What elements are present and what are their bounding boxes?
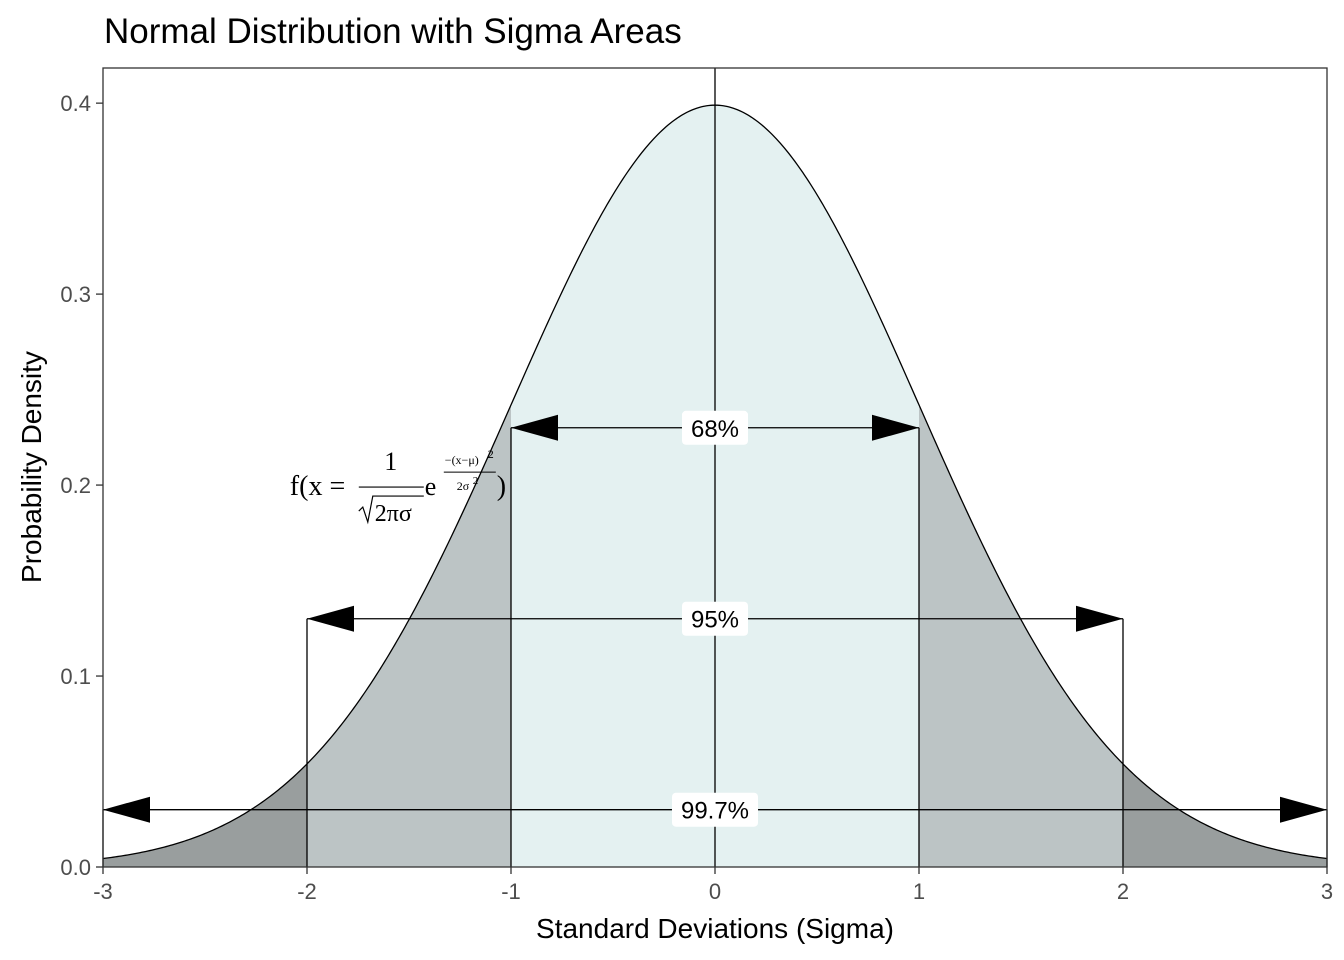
radical-icon (358, 495, 424, 525)
formula-denominator: 2πσ (375, 501, 412, 527)
shaded-region-2 (919, 404, 1123, 867)
y-tick-label: 0.0 (60, 855, 91, 880)
formula-exp-numerator-power: 2 (488, 447, 494, 461)
x-tick-label: 0 (709, 879, 721, 904)
shaded-region-3 (103, 763, 307, 867)
formula-suffix: ) (497, 471, 506, 502)
interval-label: 95% (681, 601, 749, 636)
interval-label-text: 68% (691, 416, 739, 443)
x-tick-label: 2 (1117, 879, 1129, 904)
x-tick-label: -2 (297, 879, 317, 904)
arrowhead-right-icon (1280, 796, 1327, 823)
chart-title: Normal Distribution with Sigma Areas (104, 12, 682, 51)
interval-label: 99.7% (671, 792, 759, 827)
arrowhead-right-icon (1076, 605, 1123, 632)
x-tick-label: -3 (93, 879, 113, 904)
formula-numerator: 1 (384, 447, 397, 476)
x-axis-label: Standard Deviations (Sigma) (536, 913, 894, 944)
arrowhead-left-icon (511, 414, 558, 441)
x-tick-label: 1 (913, 879, 925, 904)
y-tick-label: 0.2 (60, 473, 91, 498)
interval-label-background (671, 792, 759, 827)
interval-label-background (681, 410, 749, 445)
shaded-region-4 (1123, 763, 1327, 867)
arrowhead-left-icon (307, 605, 354, 632)
formula-exp-numerator: −(x−μ) (445, 453, 479, 467)
interval-label: 68% (681, 410, 749, 445)
interval-label-background (681, 601, 749, 636)
formula-exp-denominator: 2σ (457, 479, 470, 493)
plot-area: 68% 95% 99.7% -3 -2 -1 0 1 2 3 0.0 0.1 0.2 0.3 0.4 f(x … (60, 67, 1333, 904)
shaded-region-1 (307, 404, 511, 867)
interval-label-text: 99.7% (681, 798, 749, 825)
formula-prefix: f(x = (290, 471, 345, 502)
formula-base: e (425, 472, 437, 501)
y-tick-label: 0.4 (60, 91, 91, 116)
formula-exp-denominator-power: 2 (473, 475, 479, 487)
x-tick-label: 3 (1321, 879, 1333, 904)
arrowhead-right-icon (872, 414, 919, 441)
y-tick-label: 0.3 (60, 282, 91, 307)
arrowhead-left-icon (103, 796, 150, 823)
y-axis-label: Probability Density (16, 351, 47, 583)
x-tick-label: -1 (501, 879, 521, 904)
y-tick-label: 0.1 (60, 664, 91, 689)
interval-label-text: 95% (691, 607, 739, 634)
